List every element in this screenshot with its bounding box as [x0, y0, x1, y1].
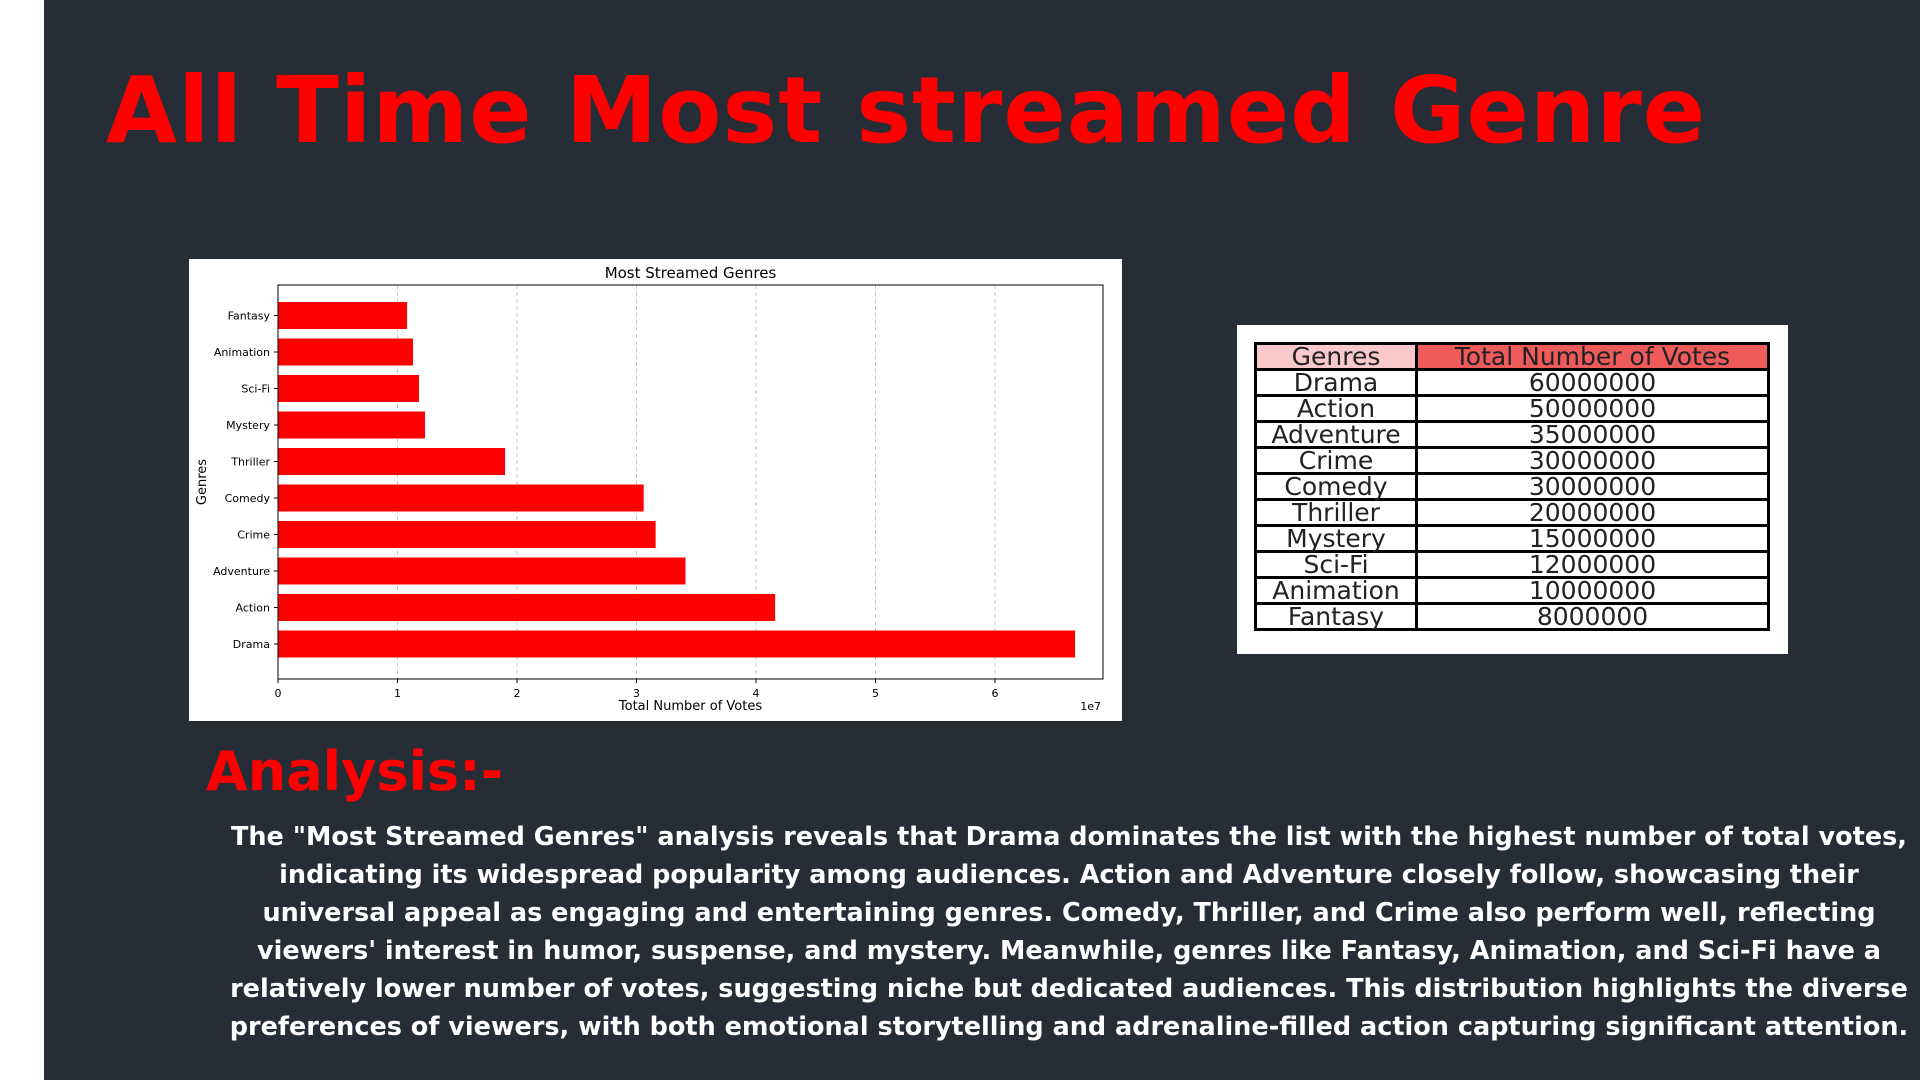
- table-cell-votes: 60000000: [1415, 368, 1770, 397]
- slide-title: All Time Most streamed Genre: [105, 57, 1707, 164]
- table-cell-votes: 10000000: [1415, 576, 1770, 605]
- y-tick-label: Crime: [237, 529, 270, 542]
- table-row: Animation 10000000: [1254, 576, 1770, 605]
- bar-chart: Drama Action Adventure Crime Comedy Thriller M…: [195, 264, 1104, 714]
- bar-drama: [278, 630, 1076, 658]
- x-tick-label: 3: [633, 687, 640, 700]
- table-cell-genre: Sci-Fi: [1254, 550, 1418, 579]
- table-cell-votes: 15000000: [1415, 524, 1770, 553]
- x-tick-label: 2: [514, 687, 521, 700]
- slide-background: All Time Most streamed Genre Drama Action…: [44, 0, 1920, 1080]
- table-row: Comedy 30000000: [1254, 472, 1770, 501]
- table-header-row: Genres Total Number of Votes: [1254, 342, 1770, 371]
- plot-frame: [277, 284, 1104, 680]
- y-tick-label: Mystery: [226, 419, 270, 432]
- y-tick-label: Action: [236, 602, 270, 615]
- votes-table-panel: Genres Total Number of Votes Drama 600000…: [1237, 325, 1788, 654]
- table-row: Action 50000000: [1254, 394, 1770, 423]
- x-tick-label: 1: [394, 687, 401, 700]
- bar-adventure: [278, 557, 686, 585]
- bar-action: [278, 594, 776, 621]
- table-row: Sci-Fi 12000000: [1254, 550, 1770, 579]
- table-row: Fantasy 8000000: [1254, 602, 1770, 631]
- y-tick-label: Sci-Fi: [241, 383, 270, 396]
- analysis-text: The "Most Streamed Genres" analysis reve…: [229, 822, 1909, 1042]
- table-cell-votes: 20000000: [1415, 498, 1770, 527]
- table-cell-votes: 30000000: [1415, 446, 1770, 475]
- x-tick-label: 4: [753, 687, 760, 700]
- bar-sci-fi: [278, 375, 420, 402]
- table-row: Adventure 35000000: [1254, 420, 1770, 449]
- table-cell-genre: Fantasy: [1254, 602, 1418, 631]
- bar-crime: [278, 521, 656, 548]
- x-tick-label: 6: [992, 687, 999, 700]
- x-tick-label: 5: [872, 687, 879, 700]
- y-tick-label: Comedy: [225, 492, 271, 505]
- y-tick-label: Animation: [214, 346, 270, 359]
- bar-chart-panel: Drama Action Adventure Crime Comedy Thriller M…: [189, 259, 1122, 721]
- table-row: Mystery 15000000: [1254, 524, 1770, 553]
- table-cell-genre: Animation: [1254, 576, 1418, 605]
- table-cell-votes: 8000000: [1415, 602, 1770, 631]
- table-row: Crime 30000000: [1254, 446, 1770, 475]
- table-header-genres: Genres: [1254, 342, 1418, 371]
- y-tick-label: Thriller: [230, 456, 270, 469]
- x-axis-label: Total Number of Votes: [618, 699, 762, 714]
- bar-mystery: [278, 411, 425, 439]
- chart-title: Most Streamed Genres: [605, 264, 777, 282]
- bar-animation: [278, 338, 414, 366]
- y-tick-label: Fantasy: [228, 310, 271, 323]
- table-cell-genre: Crime: [1254, 446, 1418, 475]
- y-tick-label: Adventure: [213, 565, 270, 578]
- table-cell-votes: 35000000: [1415, 420, 1770, 449]
- y-tick-label: Drama: [233, 638, 270, 651]
- x-offset-label: 1e7: [1080, 700, 1101, 713]
- table-cell-genre: Action: [1254, 394, 1418, 423]
- table-cell-genre: Thriller: [1254, 498, 1418, 527]
- y-axis-label: Genres: [195, 459, 210, 505]
- table-row: Drama 60000000: [1254, 368, 1770, 397]
- table-cell-votes: 50000000: [1415, 394, 1770, 423]
- table-cell-genre: Mystery: [1254, 524, 1418, 553]
- x-tick-label: 0: [275, 687, 282, 700]
- bar-fantasy: [278, 302, 408, 329]
- votes-table: Genres Total Number of Votes Drama 600000…: [1254, 342, 1770, 631]
- table-row: Thriller 20000000: [1254, 498, 1770, 527]
- table-cell-genre: Drama: [1254, 368, 1418, 397]
- bar-thriller: [278, 448, 506, 475]
- table-cell-votes: 30000000: [1415, 472, 1770, 501]
- table-cell-votes: 12000000: [1415, 550, 1770, 579]
- analysis-heading: Analysis:-: [206, 740, 504, 803]
- table-cell-genre: Comedy: [1254, 472, 1418, 501]
- bar-comedy: [278, 484, 644, 512]
- table-header-votes: Total Number of Votes: [1415, 342, 1770, 371]
- table-cell-genre: Adventure: [1254, 420, 1418, 449]
